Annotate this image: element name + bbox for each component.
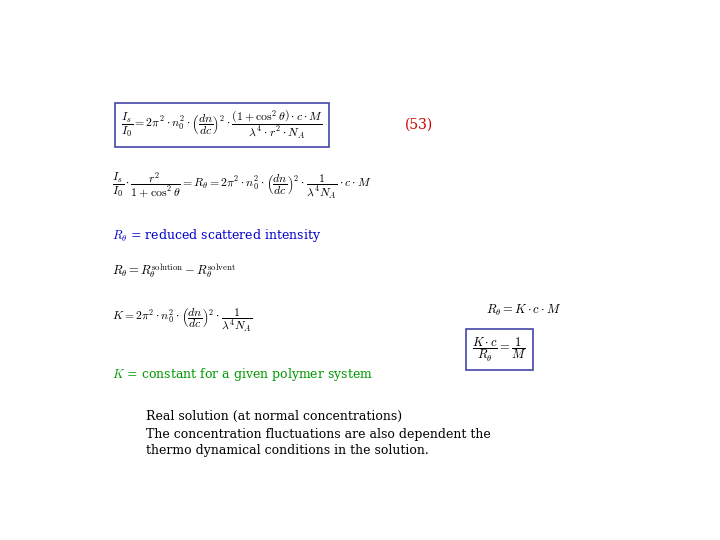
Text: $\dfrac{I_s}{I_0} = 2\pi^2 \cdot n_0^2 \cdot \left(\dfrac{dn}{dc}\right)^2 \cdot: $\dfrac{I_s}{I_0} = 2\pi^2 \cdot n_0^2 \…: [121, 109, 323, 141]
Text: (53): (53): [405, 118, 433, 132]
Text: thermo dynamical conditions in the solution.: thermo dynamical conditions in the solut…: [145, 444, 428, 457]
Text: $R_\theta = R_\theta^{\rm solution} - R_\theta^{\rm solvent}$: $R_\theta = R_\theta^{\rm solution} - R_…: [112, 261, 236, 280]
Text: $R_\theta$ = reduced scattered intensity: $R_\theta$ = reduced scattered intensity: [112, 227, 322, 244]
Text: $\dfrac{K \cdot c}{R_\theta} = \dfrac{1}{M}$: $\dfrac{K \cdot c}{R_\theta} = \dfrac{1}…: [472, 335, 527, 363]
Text: The concentration fluctuations are also dependent the: The concentration fluctuations are also …: [145, 428, 490, 441]
Text: $R_\theta = K \cdot c \cdot M$: $R_\theta = K \cdot c \cdot M$: [486, 302, 562, 318]
Text: $\dfrac{I_s}{I_0} \cdot \dfrac{r^2}{1+\cos^2\theta} = R_\theta = 2\pi^2 \cdot n_: $\dfrac{I_s}{I_0} \cdot \dfrac{r^2}{1+\c…: [112, 170, 372, 201]
Text: Real solution (at normal concentrations): Real solution (at normal concentrations): [145, 410, 402, 423]
Text: $K$ = constant for a given polymer system: $K$ = constant for a given polymer syste…: [112, 366, 374, 383]
Text: $K = 2\pi^2 \cdot n_0^2 \cdot \left(\dfrac{dn}{dc}\right)^2 \cdot \dfrac{1}{\lam: $K = 2\pi^2 \cdot n_0^2 \cdot \left(\dfr…: [112, 307, 253, 334]
